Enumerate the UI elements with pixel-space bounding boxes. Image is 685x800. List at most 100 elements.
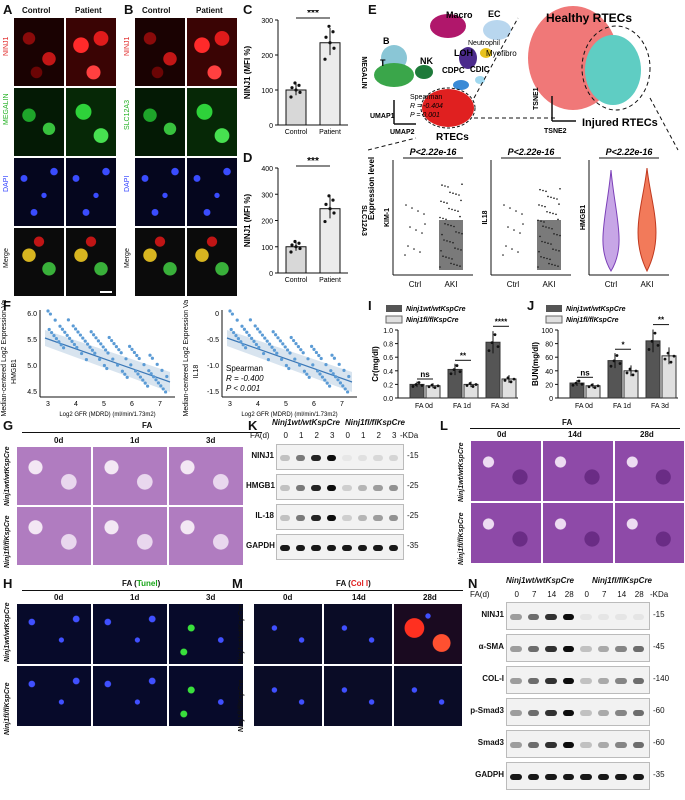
blot-membrane xyxy=(276,504,404,530)
panel-f-right-point xyxy=(228,309,232,313)
panel-f-right-point xyxy=(310,344,314,348)
e-sub-point xyxy=(552,212,554,215)
panel-f-left-point xyxy=(117,348,121,352)
blot-band xyxy=(510,774,522,780)
panel-m-image-fl-0d xyxy=(253,665,323,727)
panel-f-left-point xyxy=(84,358,88,362)
blot-band xyxy=(632,614,644,620)
cluster-nk xyxy=(415,65,433,79)
panel-f-left-point xyxy=(63,330,67,334)
panel-i-sig: ns xyxy=(420,370,430,379)
panel-f-left-point xyxy=(86,342,90,346)
panel-f-left-point xyxy=(88,345,92,349)
panel-f-left-point xyxy=(116,363,120,367)
blot-band xyxy=(342,515,352,521)
panel-d-point xyxy=(297,241,301,245)
panel-m-row-wt: Ninj1wt/wtKspCre xyxy=(238,604,245,664)
e-sub-point xyxy=(440,200,442,203)
e-sub-violin-ctrl xyxy=(602,169,620,272)
panel-f-right-ytick-label: -1.0 xyxy=(207,363,219,370)
panel-e-figure: Macro EC B Neutrophil T NK LOH Myofibro … xyxy=(368,6,679,289)
panel-i-point xyxy=(509,380,513,384)
panel-i-ytick-label: 0.4 xyxy=(383,369,393,376)
panel-f-right-point xyxy=(334,375,338,379)
panel-f-right-point xyxy=(263,336,267,340)
panel-f-right-fit-line xyxy=(226,337,353,383)
panel-k-label: K xyxy=(248,418,258,433)
panel-f-left-ylabel: Median-centered Log2 Expression Value xyxy=(1,300,8,416)
panel-f-right-ytick-label: -0.5 xyxy=(207,337,219,344)
panel-f-right-point xyxy=(342,368,346,372)
blot-band xyxy=(527,678,539,684)
blot-band xyxy=(632,678,644,684)
panel-f-right-stat1: Spearman xyxy=(226,364,263,373)
e-sub-point xyxy=(419,251,421,253)
e-sub-gene: KIM-1 xyxy=(384,208,391,227)
blot-kda: -140 xyxy=(653,674,670,683)
panel-c-point xyxy=(332,46,336,50)
e-sub-point xyxy=(413,248,415,250)
panel-a-image-ninj1-patient xyxy=(65,17,117,87)
panel-g-col-1d: 1d xyxy=(130,436,140,445)
panel-f-right-point xyxy=(240,324,244,328)
blot-band xyxy=(311,455,321,461)
label-umap2: UMAP2 xyxy=(390,129,415,136)
e-sub-gene: HMGB1 xyxy=(580,205,587,230)
panel-j-point xyxy=(653,331,657,335)
panel-f-left-point xyxy=(60,327,64,331)
panel-h-row-fl: Ninj1fl/flKspCre xyxy=(4,682,11,735)
panel-d-chart: 0 100 200 300 400 Control Patient *** NINJ1 (MFI… xyxy=(243,156,367,284)
blot-day: 0 xyxy=(283,431,288,440)
label-spearman: Spearman xyxy=(410,94,442,101)
e-sub-point xyxy=(542,189,544,192)
blot-band xyxy=(527,646,539,652)
e-sub-point xyxy=(507,226,509,228)
panel-l-col-0d: 0d xyxy=(497,430,507,439)
panel-g-title: FA xyxy=(142,421,153,430)
panel-f-right-point xyxy=(299,348,303,352)
blot-band xyxy=(342,545,352,551)
panel-f-left-point xyxy=(132,350,136,355)
label-tsne2: TSNE2 xyxy=(544,128,567,135)
panel-l-title: FA xyxy=(562,418,573,427)
panel-i-legend-wt: Ninj1wt/wtKspCre xyxy=(406,306,466,313)
panel-b-label: B xyxy=(124,2,134,17)
e-sub-point xyxy=(558,203,560,205)
panel-a-row-megalin: MEGALIN xyxy=(3,93,10,125)
panel-f-right-xtick-label: 3 xyxy=(228,401,232,408)
panel-f-right-point xyxy=(229,327,233,332)
panel-f-right-point xyxy=(260,333,264,337)
panel-i-sig: ** xyxy=(460,351,467,360)
panel-l-title-rule xyxy=(470,428,680,429)
panel-i-ytick-label: 0.0 xyxy=(383,396,393,403)
panel-c-point xyxy=(289,95,293,99)
panel-g-col-0d: 0d xyxy=(54,436,64,445)
label-healthy: Healthy RTECs xyxy=(546,11,632,25)
blot-band xyxy=(527,614,539,620)
panel-j-point xyxy=(672,354,676,358)
panel-i-point xyxy=(506,376,510,380)
panel-f-right-point xyxy=(301,351,305,355)
blot-band xyxy=(580,614,592,620)
e-sub-xtick: AKI xyxy=(641,280,654,289)
blot-kda: -60 xyxy=(653,706,665,715)
panel-f-right-point xyxy=(296,345,300,349)
blot-membrane xyxy=(506,666,650,694)
panel-j-ytick-label: 0 xyxy=(549,396,553,403)
panel-h-image-fl-1d xyxy=(92,665,168,727)
panel-j-point xyxy=(669,360,673,364)
panel-a-image-dapi-patient xyxy=(65,157,117,227)
panel-f-right-point xyxy=(338,381,342,385)
blot-row-label: α-SMA xyxy=(478,642,504,651)
panel-j-sig: ** xyxy=(658,316,665,325)
panel-c-ytick-label: 100 xyxy=(261,88,273,95)
panel-i-legend-fl: Ninj1fl/flKspCre xyxy=(406,317,459,324)
panel-f-left-point xyxy=(75,345,79,350)
panel-h-image-wt-1d xyxy=(92,603,168,665)
panel-c-point xyxy=(328,41,332,45)
panel-j-point xyxy=(596,384,600,388)
panel-f-left-point xyxy=(81,336,85,340)
panel-f-right-point xyxy=(281,342,285,346)
blot-band xyxy=(326,515,336,521)
panel-f-left-point xyxy=(160,368,164,372)
